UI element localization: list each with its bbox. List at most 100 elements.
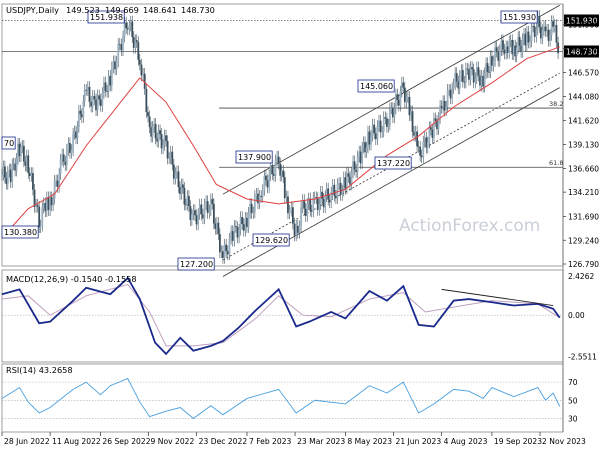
candle-body [543,26,545,31]
candle-body [208,210,211,213]
candle-body [21,145,24,148]
candle-body [390,107,393,109]
candle-body [148,116,151,128]
candle-body [93,95,96,100]
candle-body [521,39,524,52]
candle-body [30,173,33,176]
candle-body [298,226,301,233]
candle-body [211,199,214,204]
candle-body [128,25,131,30]
candle-body [494,47,496,62]
rsi-tick-label: 50 [568,396,578,405]
candle-body [461,70,464,82]
candle-body [138,59,141,65]
candle-body [370,135,372,145]
candle-body [416,131,419,147]
price-label-text: 151.930 [503,13,536,22]
candle-body [460,70,463,77]
candle-body [38,206,41,228]
candle-body [511,40,514,55]
candle-body [495,47,498,52]
candle-body [328,199,331,203]
candle-body [5,177,8,184]
candle-body [73,131,76,134]
candle-body [131,21,134,38]
candle-body [374,133,377,140]
candle-body [295,225,298,236]
candle-body [454,73,457,85]
candle-body [276,156,278,161]
candle-body [86,86,89,90]
candle-body [464,68,467,83]
rsi-panel-title: RSI(14) 43.2658 [6,365,73,375]
candle-body [497,51,500,61]
candle-body [235,225,237,227]
candle-body [367,131,369,148]
candle-body [324,196,327,208]
price-panel-title: USDJPY,Daily [6,5,59,15]
candle-body [214,223,217,229]
candle-body [78,110,80,127]
candle-body [303,199,306,209]
price-tick-label: 136.660 [568,164,599,173]
candle-body [455,73,458,82]
x-tick-label: 11 Aug 2022 [52,437,101,446]
candle-body [338,182,340,185]
candle-body [98,95,101,100]
ohlc-open: 149.523 [66,5,100,15]
candle-body [553,25,556,27]
candle-body [123,22,126,37]
x-tick-label: 23 Dec 2022 [199,437,248,446]
candle-body [192,210,195,215]
candle-body [349,176,351,185]
candle-body [524,33,527,46]
candle-body [250,203,253,214]
candle-body [477,67,480,76]
candle-body [49,197,52,211]
candle-body [437,117,440,130]
rsi-tick-label: 30 [568,414,578,423]
candle-body [296,225,299,233]
candle-body [246,217,248,228]
price-label-box [357,79,395,93]
candle-body [118,43,121,45]
price-label-text: 129.620 [255,236,288,245]
candle-body [413,131,415,136]
candle-body [228,238,231,255]
candle-body [300,207,302,227]
candle-body [12,163,15,165]
candle-body [498,50,501,61]
candle-body [76,126,79,139]
candle-body [364,142,366,153]
candle-body [25,155,28,166]
candle-body [535,29,538,37]
candle-body [35,204,37,207]
candle-body [283,177,286,199]
x-tick-label: 8 May 2023 [347,437,392,446]
candle-body [408,96,411,116]
candle-body [197,213,200,225]
candle-body [452,84,455,89]
candle-body [422,141,425,158]
candle-body [442,101,445,108]
candle-body [306,203,309,217]
candle-body [472,69,475,83]
candle-body [509,40,512,42]
candle-body [202,214,204,219]
ohlc-close: 148.730 [181,5,215,15]
candle-body [225,244,228,252]
price-tick-label: 131.690 [568,213,599,222]
x-tick-label: 23 Mar 2023 [297,437,345,446]
candle-body [233,225,236,241]
candle-body [550,21,553,35]
candle-body [330,192,333,203]
x-tick-label: 26 Sep 2022 [102,437,150,446]
candle-body [336,184,339,199]
candle-body [411,111,414,132]
candle-body [112,61,115,68]
candle-body [503,49,506,54]
price-tick-label: 146.570 [568,68,599,77]
candle-body [190,214,193,221]
candle-body [387,124,390,127]
candle-body [549,34,551,41]
